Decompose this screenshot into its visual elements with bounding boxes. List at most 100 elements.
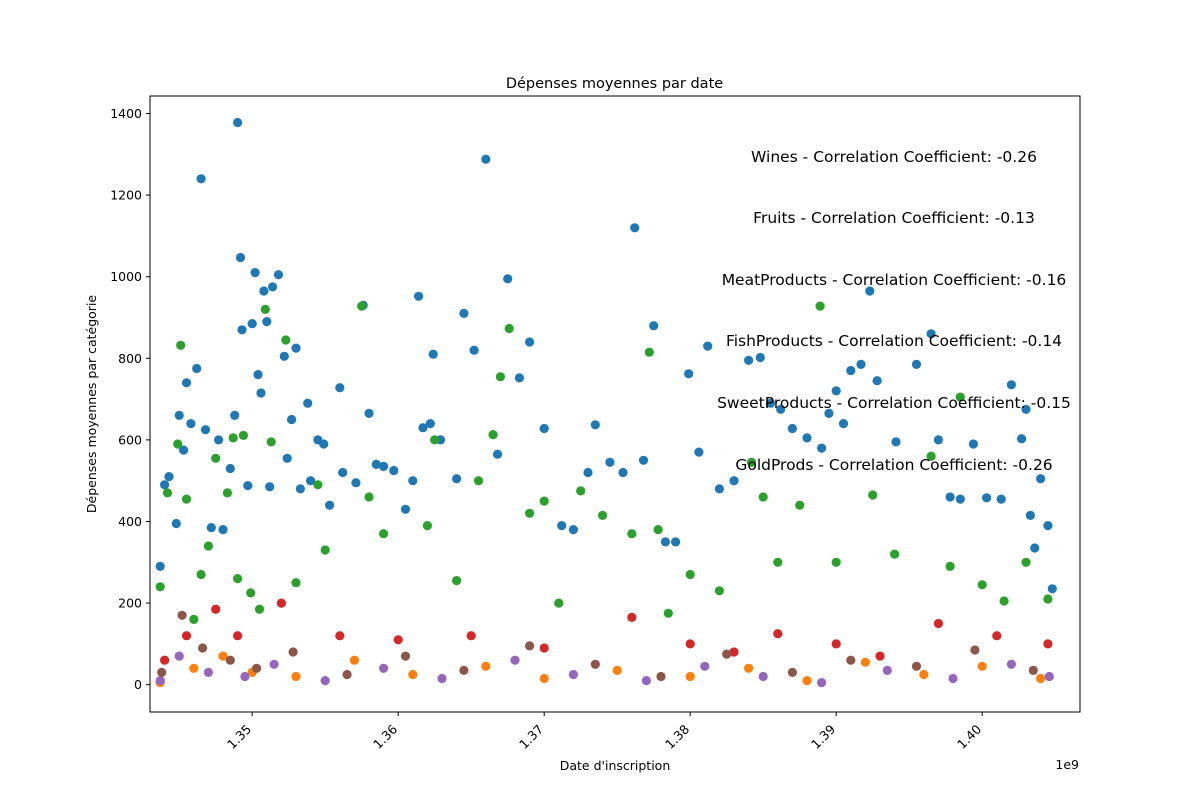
data-point <box>157 667 167 678</box>
data-point <box>262 317 272 327</box>
data-point <box>1021 404 1031 414</box>
data-point <box>389 465 399 476</box>
series-1 <box>155 301 1053 625</box>
data-point <box>831 557 841 567</box>
series-0 <box>155 117 1057 594</box>
data-point <box>320 545 330 555</box>
data-point <box>291 578 301 588</box>
data-point <box>268 282 278 292</box>
data-point <box>977 580 987 590</box>
data-point <box>590 659 600 669</box>
data-point <box>364 408 374 418</box>
data-point <box>357 301 367 311</box>
data-point <box>568 525 579 535</box>
data-point <box>276 598 286 608</box>
data-point <box>872 376 882 386</box>
data-point <box>890 549 900 559</box>
data-point <box>1043 639 1053 649</box>
data-point <box>660 537 671 547</box>
data-point <box>1021 557 1031 567</box>
y-tick-label: 800 <box>118 351 142 366</box>
data-point <box>817 678 827 688</box>
data-point <box>325 500 335 510</box>
data-point <box>992 631 1002 641</box>
data-point <box>196 569 206 580</box>
data-point <box>351 478 361 488</box>
data-point <box>1006 659 1017 669</box>
data-point <box>846 655 856 665</box>
series-4 <box>155 651 1054 688</box>
data-point <box>539 496 549 506</box>
data-point <box>641 676 652 686</box>
data-point <box>252 663 262 673</box>
data-point <box>656 671 666 682</box>
data-point <box>246 588 256 598</box>
data-point <box>181 494 192 504</box>
data-point <box>281 335 291 345</box>
data-point <box>746 457 757 467</box>
data-point <box>230 410 240 420</box>
data-point <box>422 521 432 531</box>
series-3 <box>155 651 1046 688</box>
data-point <box>295 484 305 494</box>
data-point <box>228 433 238 443</box>
data-point <box>525 508 535 518</box>
data-point <box>846 365 856 376</box>
data-point <box>160 480 170 490</box>
y-tick-label: 600 <box>118 432 142 447</box>
data-point <box>1043 521 1053 531</box>
data-point <box>342 669 352 680</box>
data-point <box>831 639 841 649</box>
data-point <box>335 631 345 641</box>
data-point <box>744 663 754 673</box>
data-point <box>225 655 235 665</box>
data-point <box>233 574 243 584</box>
y-tick-label: 400 <box>118 514 142 529</box>
data-point <box>400 651 411 661</box>
data-point <box>218 525 228 535</box>
data-point <box>492 449 503 459</box>
data-point <box>481 661 491 671</box>
y-tick-label: 1000 <box>110 269 142 284</box>
data-point <box>945 492 955 502</box>
data-point <box>685 639 695 649</box>
data-point <box>181 378 192 388</box>
data-point <box>306 476 316 486</box>
data-point <box>539 673 549 684</box>
annotation-wines: Wines - Correlation Coefficient: -0.26 <box>751 148 1037 166</box>
data-point <box>744 355 754 365</box>
data-point <box>755 352 765 363</box>
data-point <box>663 608 673 618</box>
data-point <box>605 457 615 467</box>
data-point <box>320 676 330 686</box>
data-point <box>335 383 345 393</box>
data-point <box>722 649 732 659</box>
data-point <box>684 369 694 379</box>
data-point <box>576 486 586 496</box>
data-point <box>948 673 958 684</box>
data-point <box>189 663 199 673</box>
data-point <box>253 370 263 380</box>
data-point <box>1025 510 1035 520</box>
data-point <box>155 582 165 592</box>
y-tick-label: 1200 <box>110 188 142 203</box>
data-point <box>539 643 549 653</box>
data-point <box>338 467 348 478</box>
data-point <box>473 476 484 486</box>
data-point <box>644 347 654 357</box>
y-tick-label: 0 <box>134 677 142 692</box>
data-point <box>514 373 525 383</box>
data-point <box>996 494 1006 504</box>
data-point <box>968 439 979 449</box>
annotation-fish: FishProducts - Correlation Coefficient: … <box>726 332 1062 350</box>
data-point <box>155 676 165 686</box>
data-point <box>379 663 389 673</box>
data-point <box>627 529 637 539</box>
data-point <box>787 667 798 678</box>
data-point <box>189 614 199 625</box>
data-point <box>758 492 768 502</box>
data-point <box>364 492 374 502</box>
data-point <box>196 174 206 184</box>
data-point <box>174 651 184 661</box>
data-point <box>671 537 681 547</box>
